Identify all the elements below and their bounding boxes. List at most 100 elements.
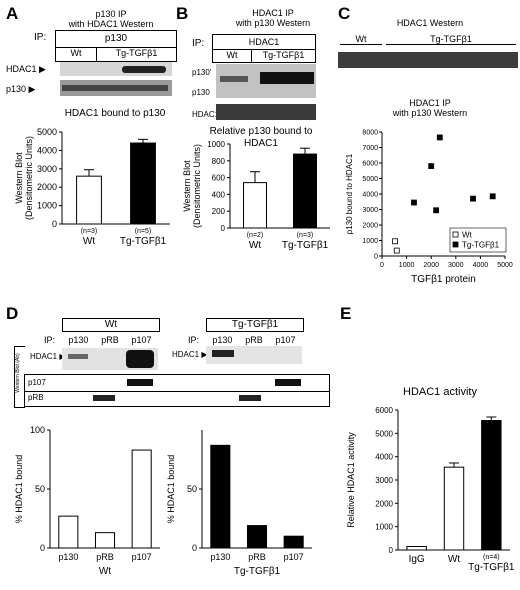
- y-tick-label: 0: [40, 543, 45, 553]
- panel-b-band-wt: [220, 76, 248, 82]
- scatter-point: [392, 238, 398, 245]
- y-tick-label: 6000: [362, 161, 378, 168]
- x-tick-label: p130: [210, 552, 230, 562]
- lane-label: pRB: [101, 335, 119, 345]
- x-tick-label: pRB: [96, 552, 114, 562]
- y-tick-label: 1000: [37, 201, 57, 211]
- n-label: (n=2): [247, 232, 264, 239]
- lane-label: p107: [275, 335, 296, 345]
- x-tick-label: Tg-TGFβ1: [468, 562, 515, 573]
- y-tick-label: 4000: [37, 145, 57, 155]
- x-tick-label: Wt: [448, 554, 460, 565]
- y-tick-label: 8000: [362, 130, 378, 137]
- panel-b-col-wt: Wt: [213, 50, 252, 62]
- band: [68, 354, 88, 359]
- bar: [131, 449, 152, 549]
- y-tick-label: 0: [192, 543, 197, 553]
- panel-a-ip-value: p130: [104, 33, 128, 44]
- panel-d-row-prb: pRB: [24, 391, 330, 407]
- panel-d-letter: D: [6, 304, 19, 323]
- x-axis-label: Tg-TGFβ1: [234, 566, 281, 577]
- panel-a-title-line1: p130 IP: [95, 9, 127, 19]
- y-axis-label: % HDAC1 bound: [14, 455, 24, 524]
- panel-d-blot-hdac-wt: [62, 348, 158, 370]
- y-tick-label: 800: [212, 157, 226, 166]
- bar: [481, 420, 502, 551]
- panel-b-title-line1: HDAC1 IP: [252, 8, 294, 18]
- panel-b-letter: B: [176, 4, 189, 23]
- x-tick-label: 3000: [448, 262, 464, 269]
- y-tick-label: 0: [374, 254, 378, 261]
- y-axis-label: Western Blot(Densitometric Units): [182, 144, 202, 228]
- x-tick-label: 1000: [399, 262, 415, 269]
- chart-e: 0 1000 2000 3000 4000 5000 6000 Relative HDAC1 …: [346, 406, 515, 573]
- n-label: (n=5): [135, 228, 152, 235]
- scatter-point: [428, 163, 435, 169]
- band: [212, 350, 234, 357]
- bar: [210, 444, 231, 549]
- bar: [283, 535, 304, 549]
- panel-d-lanes-wt: p130 pRB p107: [62, 335, 158, 345]
- panel-d-side-bracket: [14, 346, 25, 408]
- panel-d-p107-label: p107: [28, 378, 46, 387]
- panel-b-blot-hdac1: [216, 104, 316, 120]
- n-label: (n=3): [81, 228, 98, 235]
- y-tick-label: 0: [221, 224, 226, 233]
- panel-b-band-tg: [260, 72, 314, 84]
- y-axis-label: p130 bound to HDAC1: [345, 153, 354, 234]
- y-tick-label: 4000: [375, 453, 393, 462]
- panel-d-hdac-label-tg: HDAC1 ▶: [172, 350, 208, 359]
- chart-d-wt: 0 50 100 % HDAC1 bound p130 pRB p107 Wt: [14, 425, 160, 577]
- panel-c-letter: C: [338, 4, 351, 23]
- panel-b-col-header: Wt Tg-TGFβ1: [212, 49, 316, 63]
- legend-marker: [452, 231, 459, 238]
- scatter-point: [489, 193, 496, 200]
- y-tick-label: 5000: [37, 127, 57, 137]
- lane-label: p130: [212, 335, 233, 345]
- panel-c-col-tg: Tg-TGFβ1: [386, 34, 516, 46]
- panel-a-ip-label: IP:: [34, 32, 47, 43]
- band: [126, 350, 154, 368]
- panel-a-blot-hdac1: [60, 62, 172, 76]
- x-tick-label: Tg-TGFβ1: [120, 236, 167, 247]
- legend-label: Tg-TGFβ1: [462, 241, 500, 250]
- panel-a-row-hdac1: HDAC1 ▶: [6, 64, 46, 74]
- panel-a-band-p130: [62, 85, 168, 91]
- y-tick-label: 50: [187, 484, 197, 494]
- y-tick-label: 5000: [375, 429, 393, 438]
- panel-c-blot: [338, 52, 518, 68]
- y-tick-label: 0: [389, 546, 394, 555]
- x-tick-label: 5000: [497, 262, 513, 269]
- panel-d-blot-hdac-tg: [206, 346, 302, 364]
- y-tick-label: 200: [212, 207, 226, 216]
- panel-c-scatter-title: HDAC1 IP with p130 Western: [370, 98, 490, 119]
- panel-b-title-line2: with p130 Western: [235, 18, 311, 29]
- panel-a-title-line2: with HDAC1 Western: [68, 19, 154, 30]
- panel-b-ip-label: IP:: [192, 38, 205, 49]
- y-tick-label: 2000: [37, 182, 57, 192]
- panel-a-band-hdac1: [122, 66, 166, 73]
- bar: [243, 182, 267, 229]
- y-tick-label: 2000: [375, 499, 393, 508]
- bar: [406, 546, 427, 551]
- x-tick-label: Tg-TGFβ1: [282, 240, 329, 251]
- panel-d-lanes-tg: p130 pRB p107: [206, 335, 302, 345]
- bar: [94, 532, 116, 549]
- panel-d-row-p107: p107: [24, 374, 330, 392]
- chart-b-title: Relative p130 bound to HDAC1: [209, 126, 313, 149]
- y-tick-label: 7000: [362, 145, 378, 152]
- panel-e-letter: E: [340, 304, 352, 323]
- y-tick-label: 400: [212, 190, 226, 199]
- x-tick-label: p107: [284, 552, 304, 562]
- y-tick-label: 0: [52, 219, 57, 229]
- panel-d-tg-header: Tg-TGFβ1: [206, 318, 304, 332]
- chart-a-title: HDAC1 bound to p130: [64, 108, 166, 119]
- y-tick-label: 600: [212, 174, 226, 183]
- panel-a-col-header: Wt Tg-TGFβ1: [55, 47, 177, 62]
- panel-d-ip-tg: IP:: [188, 335, 200, 345]
- chart-b: 0 200 400 600 800 1000 Western Blot(Densitomet…: [182, 140, 330, 251]
- bar: [58, 515, 79, 549]
- x-tick-label: Wt: [83, 236, 95, 247]
- bar: [76, 175, 102, 225]
